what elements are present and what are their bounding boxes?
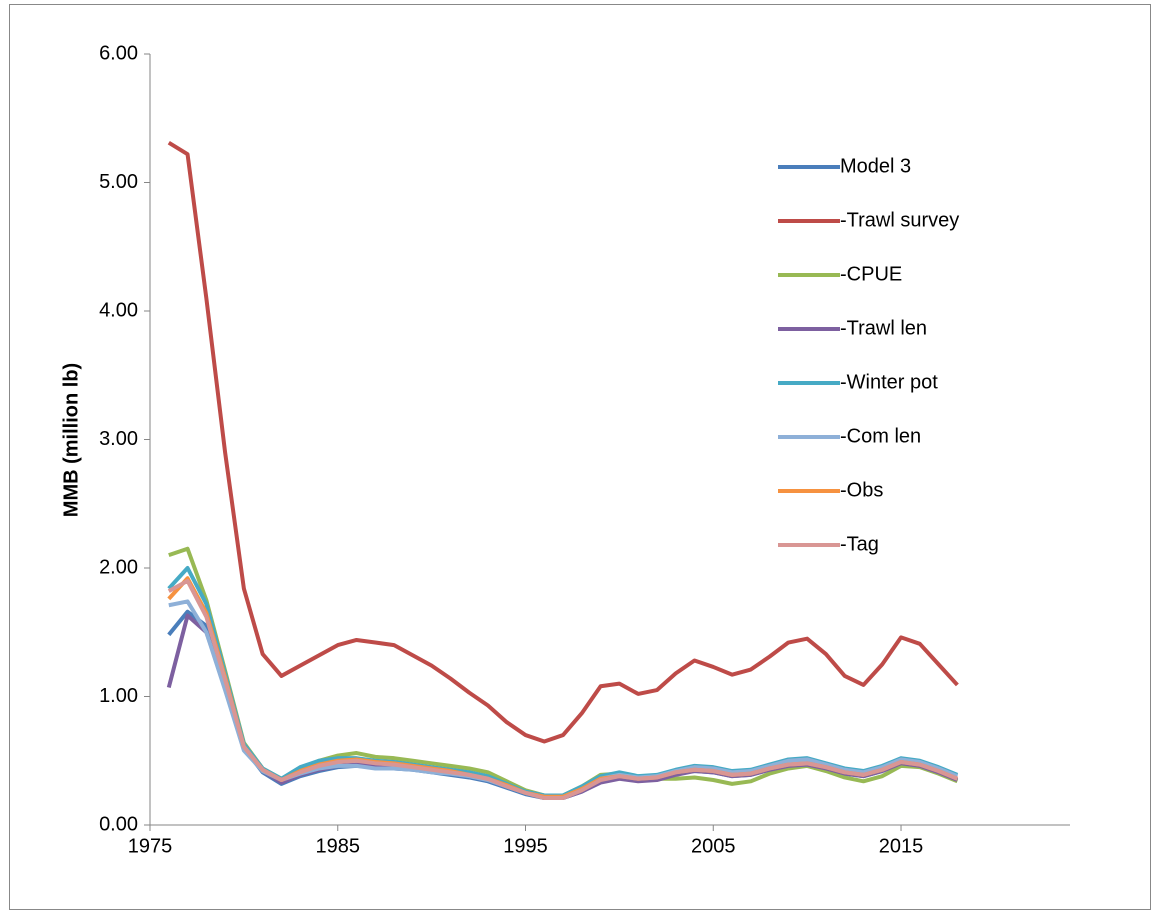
legend-label: -Trawl len <box>840 317 927 339</box>
legend-label: -Tag <box>840 533 879 555</box>
x-tick-label: 1975 <box>128 835 173 857</box>
series-line <box>167 578 959 801</box>
legend-label: -Obs <box>840 479 883 501</box>
y-tick-label: 5.00 <box>99 171 138 193</box>
y-axis-label: MMB (million lb) <box>60 363 82 517</box>
x-tick-label: 1985 <box>316 835 361 857</box>
y-tick-label: 0.00 <box>99 813 138 835</box>
legend-label: -Com len <box>840 425 921 447</box>
x-tick-label: 1995 <box>503 835 548 857</box>
chart-border <box>9 4 1151 910</box>
y-tick-label: 4.00 <box>99 299 138 321</box>
y-tick-label: 3.00 <box>99 428 138 450</box>
x-tick-label: 2015 <box>879 835 924 857</box>
legend-label: -Winter pot <box>840 371 938 393</box>
y-tick-label: 1.00 <box>99 685 138 707</box>
legend-label: Model 3 <box>840 155 911 177</box>
legend-label: -Trawl survey <box>840 209 959 231</box>
y-tick-label: 6.00 <box>99 42 138 64</box>
legend-label: -CPUE <box>840 263 902 285</box>
series-line <box>167 140 959 744</box>
x-tick-label: 2005 <box>691 835 736 857</box>
y-tick-label: 2.00 <box>99 556 138 578</box>
